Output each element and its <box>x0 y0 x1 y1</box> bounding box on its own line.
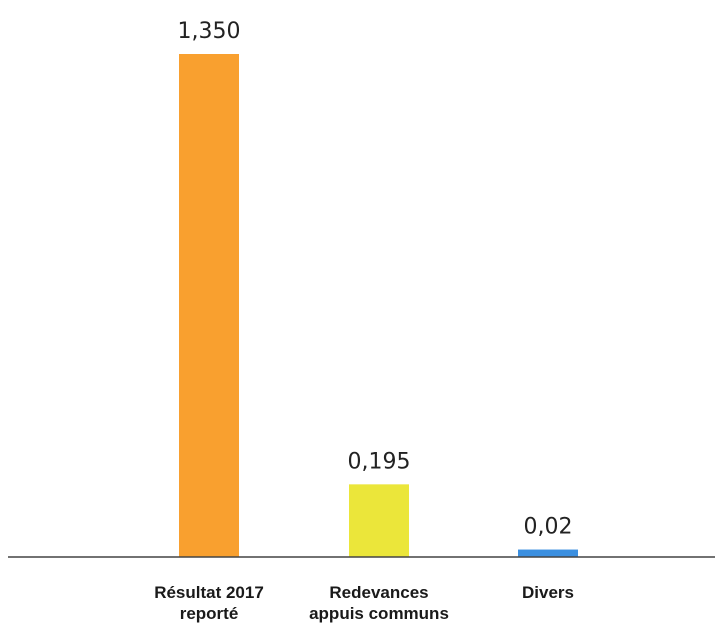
category-labels-group: Résultat 2017 reporté Redevances appuis com… <box>154 583 574 623</box>
category-label-line: Divers <box>522 583 574 602</box>
category-label-line: appuis communs <box>309 604 449 623</box>
value-label-2: 0,195 <box>348 449 411 474</box>
category-label-line: Résultat 2017 <box>154 583 264 602</box>
value-labels-group: 1,350 0,195 0,02 <box>178 19 573 540</box>
bar-2 <box>349 484 409 557</box>
category-label-line: Redevances <box>329 583 428 602</box>
bars-group <box>179 54 578 557</box>
category-label-3: Divers <box>522 583 574 602</box>
bar-3 <box>518 549 578 557</box>
value-label-3: 0,02 <box>524 515 573 540</box>
category-label-line: reporté <box>180 604 239 623</box>
category-label-1: Résultat 2017 reporté <box>154 583 264 623</box>
category-label-2: Redevances appuis communs <box>309 583 449 623</box>
bar-1 <box>179 54 239 557</box>
value-label-1: 1,350 <box>178 19 241 44</box>
